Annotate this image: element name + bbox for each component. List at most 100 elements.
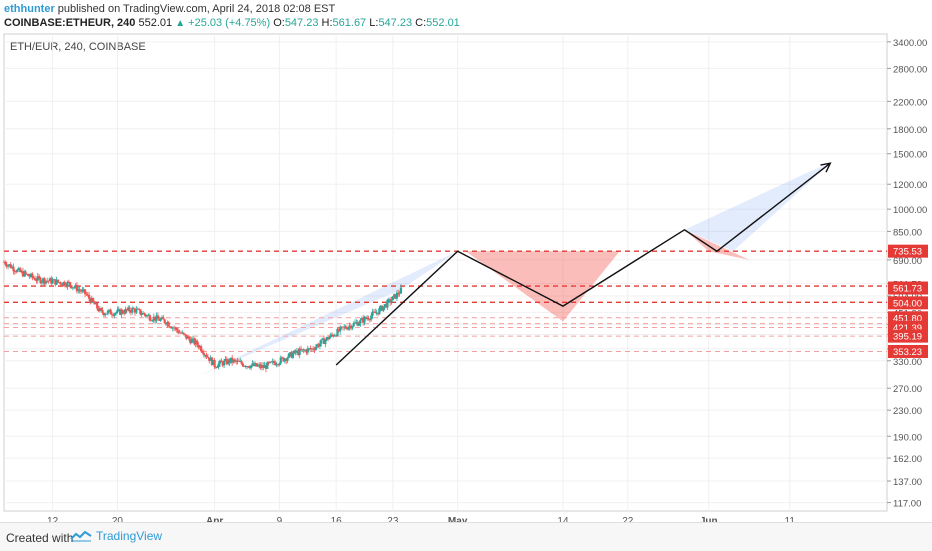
- candle-body: [227, 359, 230, 365]
- candle: [63, 280, 66, 288]
- candle-body: [123, 312, 126, 314]
- candle-body: [66, 281, 69, 287]
- candle: [308, 347, 311, 352]
- candle-body: [393, 294, 396, 297]
- candle-body: [320, 339, 323, 344]
- candle: [16, 268, 19, 273]
- candle-body: [276, 364, 280, 366]
- candle: [282, 357, 285, 362]
- candle: [344, 324, 347, 330]
- candle: [244, 365, 247, 369]
- candle: [248, 365, 251, 370]
- price-chart[interactable]: ETH/EUR, 240, COINBASE 3400.00 2800.00 220…: [0, 32, 932, 522]
- instrument-label: ETH/EUR, 240, COINBASE: [10, 41, 146, 53]
- candle: [393, 293, 396, 299]
- y-tick-label: 230.00: [893, 406, 922, 417]
- candle: [171, 326, 174, 332]
- candle: [357, 321, 361, 327]
- candle: [210, 356, 214, 367]
- candle: [85, 291, 88, 296]
- candle-body: [110, 314, 114, 316]
- candle: [263, 361, 266, 368]
- candle: [214, 365, 218, 369]
- candle-body: [32, 277, 35, 279]
- candle: [177, 328, 180, 335]
- candle-body: [308, 348, 311, 350]
- blue-shaded-wedge: [684, 163, 831, 252]
- candle-body: [301, 349, 304, 351]
- candle: [12, 263, 15, 275]
- candle: [391, 296, 394, 301]
- candle: [136, 307, 139, 310]
- candle: [31, 272, 34, 281]
- candle-body: [48, 278, 52, 281]
- candle-body: [59, 282, 62, 285]
- candle: [310, 347, 313, 353]
- candle: [314, 344, 317, 352]
- price-label-box: [888, 281, 928, 295]
- candle-body: [112, 314, 115, 316]
- candle-body: [108, 309, 111, 311]
- candle: [155, 312, 158, 324]
- candle-body: [77, 289, 80, 292]
- candle-body: [27, 274, 30, 277]
- candle: [195, 339, 199, 348]
- candle-body: [237, 360, 241, 362]
- candle: [135, 305, 138, 315]
- candle-body: [43, 278, 46, 284]
- candle-body: [190, 339, 193, 344]
- candle-body: [62, 282, 65, 286]
- candle: [224, 355, 227, 362]
- candle-body: [159, 319, 162, 321]
- candle-body: [294, 350, 297, 353]
- candle-body: [348, 325, 351, 328]
- candle-body: [266, 362, 269, 369]
- candle: [330, 332, 334, 337]
- candle: [198, 344, 201, 350]
- candle: [328, 336, 331, 340]
- candle: [194, 338, 197, 348]
- candle-body: [233, 359, 236, 361]
- candle: [109, 308, 112, 315]
- candle-body: [143, 313, 146, 315]
- candle-body: [87, 294, 91, 299]
- candle-body: [52, 279, 56, 281]
- candle: [147, 313, 150, 316]
- candle: [227, 358, 230, 366]
- ohlc-summary: COINBASE:ETHEUR, 240 552.01 ▲ +25.03 (+4…: [4, 17, 460, 29]
- candle-body: [35, 280, 38, 282]
- candle: [108, 309, 111, 313]
- candle: [348, 322, 351, 331]
- plot-area[interactable]: [3, 33, 888, 512]
- candle-body: [351, 326, 354, 329]
- candle: [278, 362, 281, 367]
- candle-body: [359, 319, 362, 324]
- candle-body: [8, 264, 11, 266]
- candle: [173, 325, 176, 332]
- candle-body: [384, 304, 388, 308]
- candle-body: [174, 327, 177, 329]
- candle-body: [11, 266, 14, 269]
- candle: [86, 291, 89, 297]
- candle-body: [40, 281, 43, 283]
- candle: [144, 313, 147, 319]
- candle: [370, 312, 373, 322]
- candle: [204, 354, 207, 359]
- candle: [137, 307, 141, 311]
- candle-body: [71, 287, 74, 289]
- candle: [5, 261, 8, 269]
- candle: [156, 312, 160, 319]
- candle-body: [216, 367, 219, 368]
- y-tick-label: 3400.00: [893, 38, 927, 49]
- candle-body: [291, 353, 295, 358]
- candle: [104, 312, 107, 318]
- tradingview-logo[interactable]: TradingView: [70, 529, 162, 543]
- candle-body: [175, 327, 178, 331]
- candle-body: [15, 271, 18, 273]
- candle: [119, 308, 122, 316]
- candle: [33, 275, 37, 281]
- author-link[interactable]: ethhunter: [4, 3, 55, 15]
- candle-body: [335, 335, 338, 337]
- candle: [341, 326, 344, 331]
- candle-body: [378, 308, 381, 315]
